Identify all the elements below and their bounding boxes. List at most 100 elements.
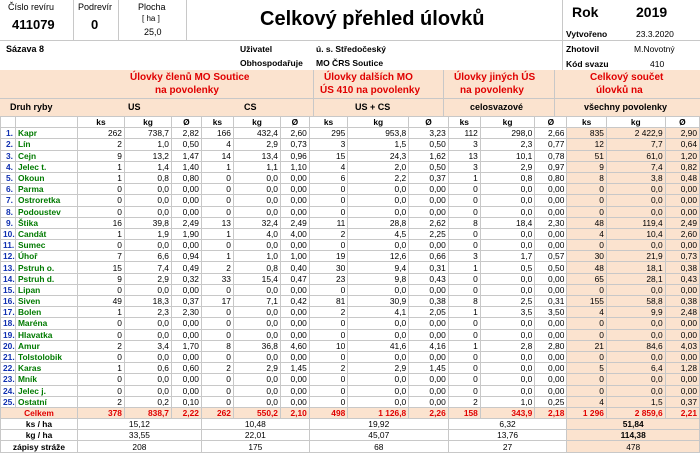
value-cell: 6,6 <box>123 250 172 263</box>
header-cell-blank <box>0 115 16 129</box>
value-cell: 0,50 <box>408 160 449 173</box>
value-cell: 0,60 <box>170 362 202 375</box>
value-cell: 0,49 <box>170 261 202 274</box>
value-cell: 0,00 <box>279 194 310 207</box>
table-row: 12. Úhoř 7 6,6 0,94 1 1,0 1,00 19 12,6 0,66 3 1,7 0,5… <box>0 250 700 263</box>
value-cell: 1,90 <box>170 227 202 241</box>
value-cell: 0,00 <box>664 283 700 297</box>
col-header-avg: Ø <box>408 115 449 129</box>
col-header-kg: kg <box>232 115 281 129</box>
value-cell: 0 <box>308 183 349 196</box>
col-header-kg: kg <box>347 115 410 129</box>
value-cell: 9 <box>76 272 125 285</box>
plocha-label: Plocha <box>138 2 166 12</box>
value-cell: 11 <box>308 216 349 229</box>
value-cell: 2 <box>308 362 349 375</box>
value-cell: 1,62 <box>408 149 449 162</box>
value-cell: 0,96 <box>279 149 310 162</box>
total-value-cell: 2,22 <box>170 406 202 420</box>
value-cell: 0,00 <box>664 205 700 218</box>
header-cell-blank <box>14 115 78 129</box>
row-index: 19. <box>0 328 16 341</box>
fish-name: Bolen <box>14 306 78 319</box>
summary-label: ks / ha <box>0 418 78 431</box>
fish-name: Lín <box>14 138 78 151</box>
row-index: 23. <box>0 373 16 386</box>
value-cell: 0,6 <box>123 362 172 375</box>
value-cell: 0,47 <box>279 272 310 285</box>
value-cell: 0,0 <box>123 194 172 207</box>
value-cell: 0,32 <box>170 272 202 285</box>
value-cell: 2,49 <box>170 216 202 229</box>
value-cell: 0 <box>447 194 481 207</box>
total-value-cell: 158 <box>447 406 481 420</box>
header-divider <box>562 0 563 70</box>
value-cell: 3,4 <box>123 339 172 352</box>
value-cell: 0,50 <box>534 261 568 274</box>
row-index: 16. <box>0 294 16 308</box>
value-cell: 0,0 <box>479 384 536 397</box>
row-index: 24. <box>0 384 16 397</box>
value-cell: 0,8 <box>123 171 172 185</box>
kod-svazu-label: Kód svazu <box>566 59 609 69</box>
value-cell: 0 <box>200 317 234 330</box>
col-header-avg: Ø <box>534 115 568 129</box>
value-cell: 0,00 <box>279 306 310 319</box>
col-header-ks: ks <box>447 115 481 129</box>
value-cell: 0 <box>447 350 481 364</box>
table-row: 7. Ostroretka 0 0,0 0,00 0 0,0 0,00 0 0,0 0,00 0 0,0… <box>0 194 700 207</box>
value-cell: 0 <box>308 373 349 386</box>
value-cell: 0,77 <box>534 138 568 151</box>
summary-label: zápisy stráže <box>0 440 78 453</box>
summary-celosvazove: 13,76 <box>447 429 568 442</box>
value-cell: 1 <box>447 171 481 185</box>
value-cell: 1 <box>447 261 481 274</box>
value-cell: 14 <box>200 149 234 162</box>
fish-name: Pstruh d. <box>14 272 78 285</box>
value-cell: 0,0 <box>232 328 281 341</box>
value-cell: 0 <box>447 283 481 297</box>
value-cell: 1 <box>76 160 125 173</box>
value-cell: 13 <box>447 149 481 162</box>
value-cell: 0,0 <box>479 283 536 297</box>
value-cell: 0,00 <box>664 239 700 252</box>
summary-us-cs: 19,92 <box>308 418 449 431</box>
table-row: 19. Hlavatka 0 0,0 0,00 0 0,0 0,00 0 0,0 0,00 0 0,0 0… <box>0 328 700 341</box>
total-label: Celkem <box>0 406 78 420</box>
total-value-cell: 838,7 <box>123 406 172 420</box>
col-header-ks: ks <box>308 115 349 129</box>
value-cell: 0,00 <box>664 328 700 341</box>
value-cell: 2,9 <box>123 272 172 285</box>
value-cell: 0 <box>447 239 481 252</box>
value-cell: 166 <box>200 127 234 140</box>
value-cell: 1,70 <box>170 339 202 352</box>
col-header-ks: ks <box>200 115 234 129</box>
table-row: 10. Candát 1 1,9 1,90 1 4,0 4,00 2 4,5 2,25 0 0,0 0,0… <box>0 227 700 241</box>
value-cell: 10,4 <box>605 227 666 241</box>
druh-ryby-heading: Druh ryby <box>10 102 53 112</box>
value-cell: 3,5 <box>479 306 536 319</box>
value-cell: 0 <box>200 183 234 196</box>
value-cell: 8 <box>447 294 481 308</box>
value-cell: 2,80 <box>534 339 568 352</box>
value-cell: 0 <box>76 239 125 252</box>
value-cell: 2,2 <box>347 171 410 185</box>
value-cell: 0,0 <box>123 283 172 297</box>
value-cell: 4 <box>566 306 607 319</box>
vytvoreno-label: Vytvořeno <box>566 29 608 39</box>
value-cell: 0,42 <box>279 294 310 308</box>
value-cell: 0,38 <box>664 294 700 308</box>
total-value-cell: 1 296 <box>566 406 607 420</box>
value-cell: 0,00 <box>170 205 202 218</box>
uzivatel-label: Uživatel <box>240 44 273 54</box>
value-cell: 16 <box>76 216 125 229</box>
value-cell: 0,00 <box>408 328 449 341</box>
value-cell: 0,0 <box>605 283 666 297</box>
value-cell: 0,00 <box>408 194 449 207</box>
value-cell: 9,4 <box>347 261 410 274</box>
value-cell: 24,3 <box>347 149 410 162</box>
total-value-cell: 550,2 <box>232 406 281 420</box>
value-cell: 0,0 <box>232 384 281 397</box>
value-cell: 9,9 <box>605 306 666 319</box>
value-cell: 0 <box>76 328 125 341</box>
